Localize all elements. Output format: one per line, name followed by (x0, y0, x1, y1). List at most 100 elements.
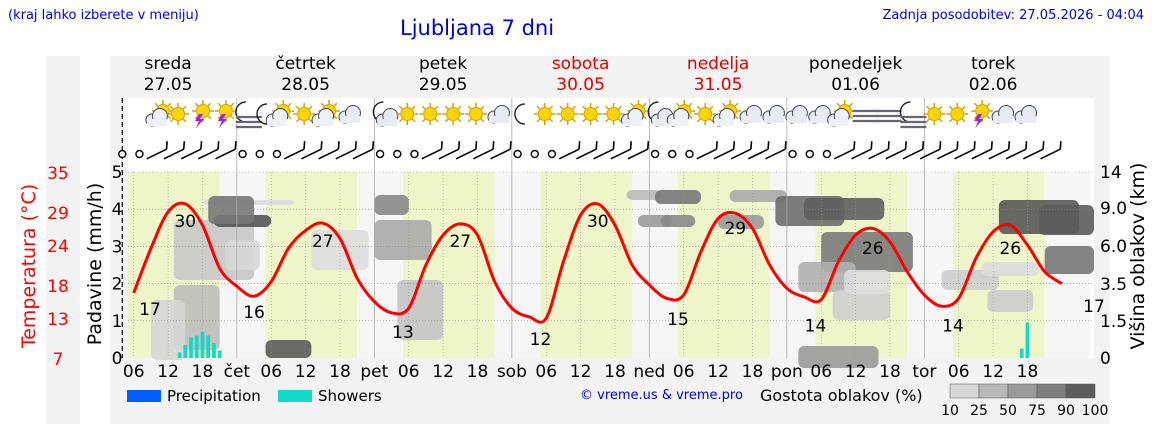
sun-ray (295, 118, 300, 123)
sun-disc (171, 107, 186, 121)
precipitation-tick: 5 (112, 163, 123, 183)
sun-ray (721, 102, 726, 107)
wind-barb-icon (713, 141, 736, 160)
wind-barb-icon (627, 141, 650, 160)
wind-barb-tick (234, 141, 237, 150)
wind-calm-icon (822, 149, 832, 159)
cloud-blob (804, 198, 885, 220)
wind-barb-icon (1022, 141, 1045, 160)
cloud-blob (225, 240, 260, 270)
precipitation-tick: 0 (112, 349, 123, 369)
wind-barb-shaft (851, 148, 872, 160)
temperature-label: 13 (392, 323, 414, 343)
hour-tick: 06 (948, 362, 970, 382)
cloud-base (993, 116, 1014, 123)
wind-barb-icon (610, 141, 632, 160)
wind-barb-tick (1025, 141, 1028, 150)
wind-barb-tick (595, 141, 598, 150)
chart-background (46, 56, 1110, 424)
wind-barb-shaft (146, 148, 167, 160)
temperature-axis-label: Temperatura (°C) (18, 184, 40, 349)
cloud-base (741, 116, 762, 123)
cloud-icon (145, 108, 168, 127)
shower-bar (217, 350, 222, 358)
sun-ray (434, 118, 439, 123)
wind-calm-icon (668, 149, 677, 159)
page-title: Ljubljana 7 dni (400, 16, 555, 40)
sun-disc (446, 107, 461, 121)
cloud-base (763, 116, 784, 123)
cloud-base (714, 119, 735, 126)
wind-barb-icon (1005, 141, 1028, 160)
wind-barb-tick (337, 141, 340, 150)
weather-icons (145, 100, 1038, 129)
sun-icon (293, 103, 316, 125)
wind-barb-tick (217, 141, 220, 150)
cloud-density-step: 75 (1028, 403, 1046, 419)
sun-icon (419, 103, 442, 125)
sun-ray (559, 105, 564, 110)
hour-tick: 18 (192, 362, 214, 382)
sun-ray (398, 105, 403, 110)
night-band (907, 172, 953, 358)
wind-barb-shaft (730, 148, 752, 160)
wind-barb-shaft (576, 148, 597, 160)
wind-barb-icon (833, 141, 856, 160)
wind-barb-tick (1059, 141, 1062, 150)
cloud-base (488, 116, 509, 123)
temperature-series: 30 17 16 27 13 27 12 30 15 29 14 26 14 26 17 (132, 201, 1105, 350)
wind-barb-icon (490, 141, 512, 160)
wind-calm-icon (393, 149, 402, 159)
sun-ray (734, 102, 739, 107)
temperature-label: 27 (449, 232, 471, 252)
sun-ray (467, 118, 472, 123)
sun-ray (688, 115, 693, 120)
sun-ray (444, 105, 449, 110)
wind-barb-shaft (919, 148, 941, 160)
wind-calm-icon (788, 149, 797, 159)
shower-bar (1025, 322, 1030, 358)
cloud-icon (375, 108, 399, 127)
cloud-blob (798, 262, 856, 292)
wind-barb-shaft (954, 148, 975, 160)
hour-tick: 18 (604, 362, 626, 382)
day-abbr-tick: ned (633, 362, 665, 382)
sun-disc (469, 107, 484, 121)
sun-disc (560, 107, 575, 121)
showers-bars (177, 322, 1030, 358)
cloud-base (313, 119, 334, 126)
wind-barb-shaft (1022, 148, 1044, 160)
wind-barb-tick (784, 141, 787, 150)
sun-ray (194, 102, 199, 107)
sun-ray (595, 105, 599, 110)
cloud-icon (1014, 105, 1038, 124)
sun-ray (688, 102, 693, 107)
sun-ray (709, 118, 714, 123)
credit-link[interactable]: © vreme.us & vreme.pro (580, 388, 743, 403)
sun-ray (169, 118, 174, 123)
day-abbr-tick: čet (224, 362, 251, 382)
cloud-base (146, 119, 167, 126)
temperature-label: 17 (139, 300, 161, 320)
wind-barb-tick (767, 141, 770, 150)
cloud-height-tick: 0 (1100, 349, 1111, 369)
hour-tick: 06 (673, 362, 695, 382)
wind-barb-tick (440, 141, 443, 150)
wind-calm-icon (530, 149, 539, 159)
sun-ray (926, 118, 930, 123)
wind-barb-tick (939, 141, 942, 150)
sun-ray (333, 115, 338, 120)
wind-barb-tick (372, 141, 375, 150)
wind-barb-tick (870, 141, 873, 150)
sun-ray (973, 102, 978, 107)
wind-barb-icon (851, 141, 873, 160)
wind-barb-icon (558, 141, 581, 160)
sun-ray (287, 102, 292, 107)
wind-barb-tick (354, 141, 357, 150)
wind-barb-tick (475, 141, 478, 150)
left-axis-panel (46, 56, 80, 424)
sun-ray (549, 105, 554, 110)
sun-ray (411, 118, 416, 123)
sun-ray (605, 118, 610, 123)
